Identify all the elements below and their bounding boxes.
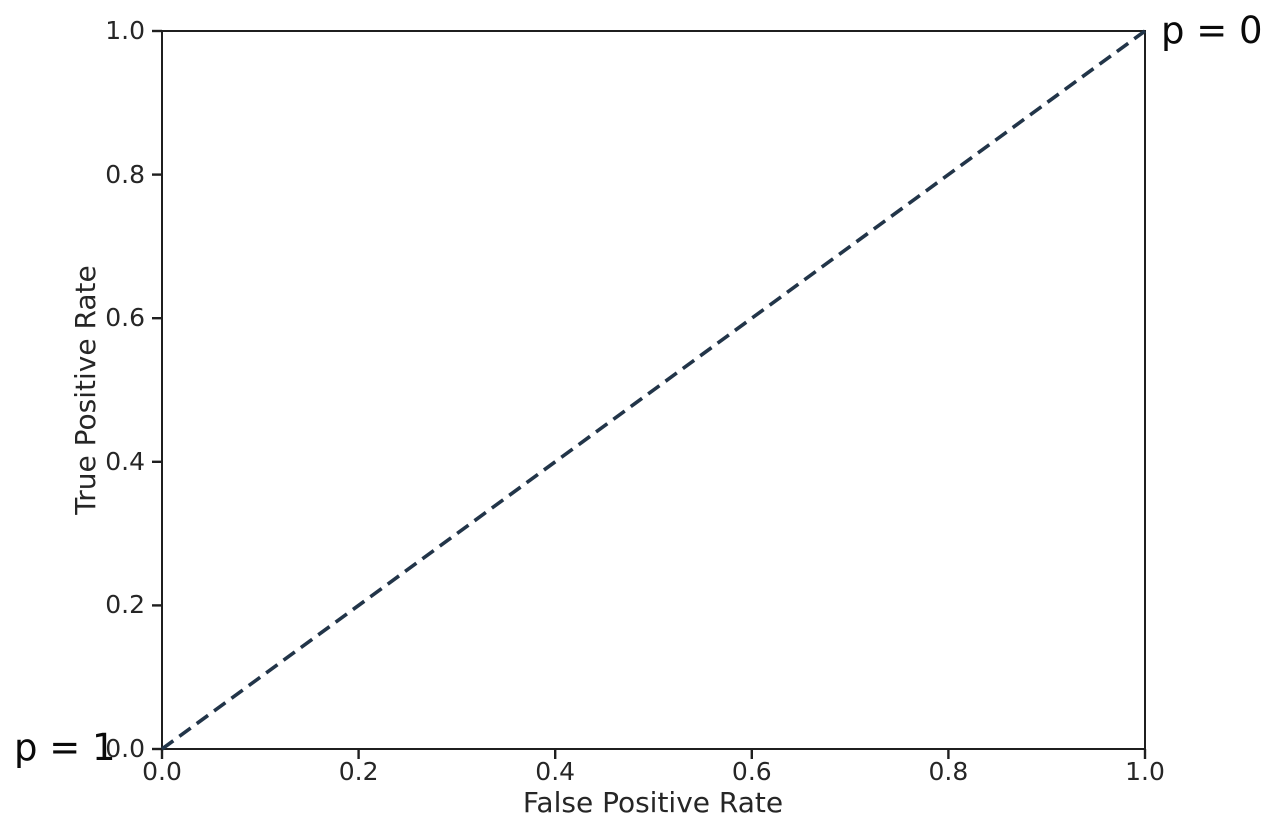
x-tick-label: 0.6 <box>731 757 772 786</box>
annotation-p-equals-0: p = 0 <box>1161 9 1263 52</box>
x-tick-label: 1.0 <box>1125 757 1165 786</box>
x-axis-label: False Positive Rate <box>522 786 784 819</box>
y-tick-label: 0.6 <box>105 303 145 333</box>
y-tick-label: 0.2 <box>105 590 145 620</box>
y-tick-label: 0.0 <box>105 734 145 763</box>
x-tick-label: 0.0 <box>142 757 182 786</box>
y-tick-label: 0.8 <box>105 159 145 189</box>
roc-diagonal-line <box>160 29 1147 751</box>
axes-spines <box>161 30 1146 750</box>
annotation-p-equals-1: p = 1 <box>14 726 116 769</box>
x-tick-label: 0.4 <box>535 757 576 786</box>
x-tick-label: 0.8 <box>928 757 969 786</box>
y-axis-label: True Positive Rate <box>69 265 102 515</box>
y-tick-label: 1.0 <box>105 16 145 45</box>
y-tick-label: 0.4 <box>105 446 145 476</box>
x-tick-label: 0.2 <box>338 757 379 786</box>
